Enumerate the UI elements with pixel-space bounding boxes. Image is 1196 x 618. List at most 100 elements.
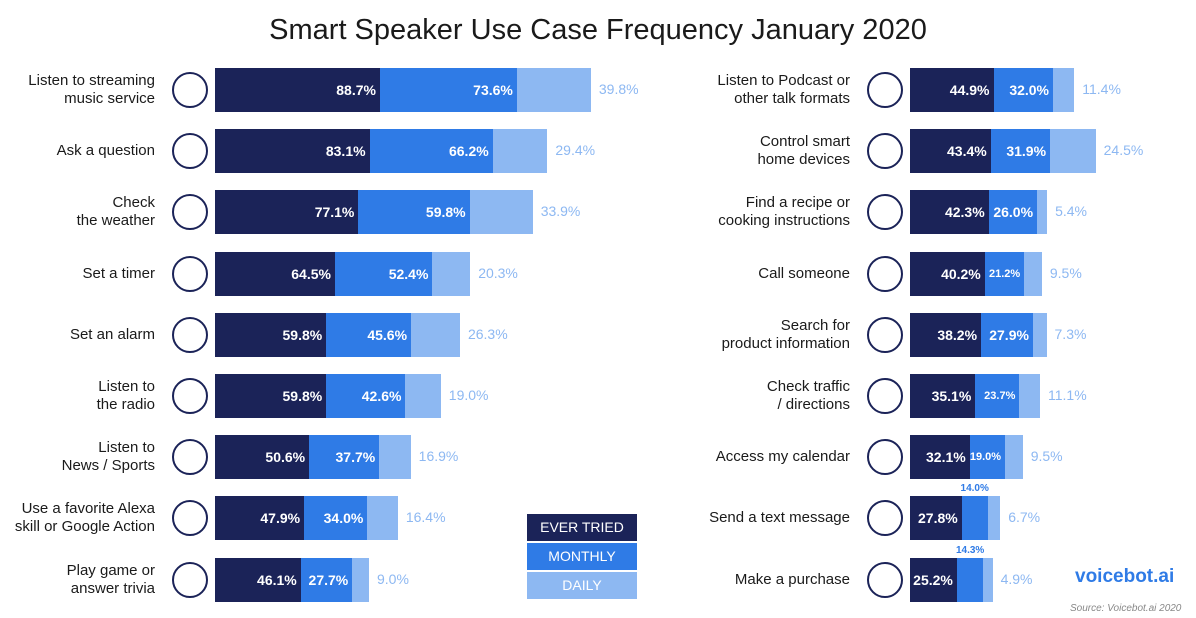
value-label: 83.1% bbox=[325, 143, 366, 160]
icon bbox=[867, 439, 903, 476]
category-label: Listen to the radio bbox=[96, 378, 155, 413]
category-label: Set a timer bbox=[82, 264, 155, 282]
source: Source: Voicebot.ai 2020 bbox=[1070, 603, 1182, 614]
value-label: 88.7% bbox=[336, 82, 376, 98]
bar bbox=[215, 496, 305, 541]
icon bbox=[867, 72, 903, 108]
value-label: 9.5% bbox=[1030, 448, 1063, 465]
bar bbox=[379, 435, 411, 480]
bar bbox=[215, 129, 370, 174]
icon bbox=[172, 194, 208, 231]
bar bbox=[300, 557, 353, 602]
bar bbox=[369, 129, 493, 174]
value-label: 45.6% bbox=[367, 326, 408, 343]
value-label: 66.2% bbox=[448, 143, 489, 160]
value-label: 44.9% bbox=[949, 82, 990, 98]
bar bbox=[215, 374, 327, 418]
icon bbox=[172, 561, 208, 598]
logo: voicebot.ai bbox=[1075, 566, 1175, 587]
icon bbox=[867, 561, 903, 598]
value-label: 34.0% bbox=[323, 510, 364, 527]
bar bbox=[405, 374, 441, 418]
bar bbox=[215, 190, 359, 235]
icon bbox=[172, 500, 208, 537]
chart-title: Smart Speaker Use Case Frequency January… bbox=[269, 14, 927, 46]
value-label: 5.4% bbox=[1055, 203, 1087, 220]
value-label: 39.8% bbox=[598, 81, 639, 97]
bar bbox=[352, 557, 369, 602]
value-label: 9.0% bbox=[377, 570, 409, 587]
value-label: 47.9% bbox=[260, 510, 301, 527]
bar bbox=[1024, 251, 1042, 296]
value-label: 21.2% bbox=[988, 267, 1021, 280]
category-label: Use a favorite Alexa skill or Google Act… bbox=[14, 500, 155, 536]
value-label: 29.4% bbox=[555, 142, 596, 159]
value-label: 31.9% bbox=[1006, 143, 1047, 160]
value-label: 35.1% bbox=[931, 388, 972, 404]
legend-item: EVER TRIED bbox=[527, 514, 637, 541]
bar bbox=[910, 129, 991, 174]
value-label: 26.3% bbox=[467, 325, 508, 342]
bar bbox=[961, 496, 988, 541]
value-label: 38.2% bbox=[937, 326, 978, 343]
category-label: Listen to Podcast or other talk formats bbox=[717, 72, 850, 107]
bar bbox=[910, 190, 989, 235]
value-label: 50.6% bbox=[265, 449, 306, 466]
bar bbox=[432, 251, 471, 296]
category-label: Control smart home devices bbox=[757, 133, 850, 169]
bar bbox=[215, 557, 301, 602]
category-label: Set an alarm bbox=[69, 325, 155, 343]
bar bbox=[492, 129, 548, 174]
bar bbox=[983, 557, 993, 602]
bar bbox=[309, 435, 380, 480]
bar bbox=[910, 435, 970, 480]
icon bbox=[172, 72, 208, 108]
category-label: Check traffic / directions bbox=[766, 378, 850, 413]
legend-item: MONTHLY bbox=[527, 543, 637, 570]
value-label: 52.4% bbox=[388, 265, 429, 282]
icon bbox=[172, 133, 208, 170]
icon bbox=[172, 255, 208, 292]
bar bbox=[379, 68, 517, 112]
bar bbox=[956, 557, 984, 602]
bar bbox=[215, 251, 335, 296]
value-label: 6.7% bbox=[1008, 509, 1041, 526]
bar bbox=[1005, 435, 1023, 480]
legend-item: DAILY bbox=[527, 572, 637, 599]
icon bbox=[867, 133, 903, 170]
bar bbox=[910, 68, 994, 112]
bar bbox=[326, 374, 406, 418]
bar bbox=[910, 251, 985, 296]
value-label: 42.6% bbox=[361, 388, 402, 404]
value-label: 43.4% bbox=[947, 143, 987, 160]
bar bbox=[987, 496, 1001, 541]
category-label: Call someone bbox=[758, 264, 850, 282]
category-label: Find a recipe or cooking instructions bbox=[718, 194, 850, 230]
value-label: 16.9% bbox=[418, 448, 459, 465]
value-label: 64.5% bbox=[291, 265, 331, 282]
value-label: 59.8% bbox=[282, 388, 323, 404]
value-label: 19.0% bbox=[969, 451, 1002, 464]
value-label: 32.1% bbox=[926, 449, 966, 466]
bar bbox=[516, 68, 591, 112]
bar bbox=[984, 251, 1025, 296]
value-label: 9.5% bbox=[1049, 264, 1082, 281]
category-label: Search for product information bbox=[721, 316, 850, 352]
value-label: 27.9% bbox=[989, 326, 1029, 343]
value-label: 37.7% bbox=[335, 449, 376, 466]
bar bbox=[981, 312, 1033, 357]
value-label: 23.7% bbox=[984, 390, 1016, 402]
value-label: 42.3% bbox=[944, 204, 985, 221]
bar bbox=[969, 435, 1006, 480]
bar bbox=[1053, 68, 1075, 112]
bar bbox=[469, 190, 533, 235]
category-label: Make a purchase bbox=[734, 570, 850, 588]
bar bbox=[975, 374, 1020, 418]
value-label: 19.0% bbox=[448, 387, 489, 403]
value-label: 11.4% bbox=[1082, 81, 1121, 97]
bar bbox=[990, 129, 1051, 174]
bar bbox=[1032, 312, 1047, 357]
value-label: 4.9% bbox=[1000, 570, 1033, 587]
bar bbox=[326, 312, 412, 357]
bar bbox=[910, 557, 957, 602]
